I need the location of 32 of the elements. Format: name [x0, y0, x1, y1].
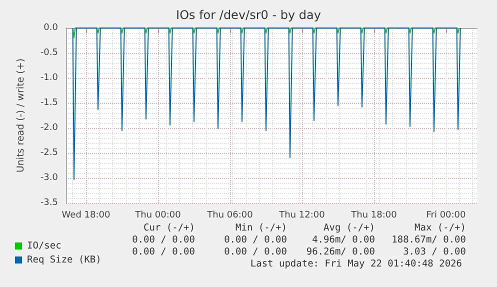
x-tick-label: Wed 18:00: [62, 210, 110, 220]
line-series: [72, 28, 461, 180]
text: Avg (-/+): [324, 222, 375, 234]
text: 4.96m/ 0.00: [312, 234, 376, 246]
text: 0.00 / 0.00: [132, 234, 196, 246]
text: 96.26m/ 0.00: [306, 246, 376, 258]
text: 0.00 / 0.00: [224, 246, 288, 258]
y-tick-label: -1.0: [40, 73, 58, 83]
x-tick-label: Thu 06:00: [206, 210, 254, 220]
chart-title: IOs for /dev/sr0 - by day: [176, 8, 321, 22]
y-tick-label: -0.5: [40, 48, 58, 58]
x-tick-label: Thu 00:00: [134, 210, 182, 220]
x-tick-label: Fri 00:00: [426, 210, 466, 220]
y-tick-label: -2.5: [40, 148, 58, 158]
text: Last update: Fri May 22 01:40:48 2026: [250, 258, 462, 270]
text: 0.00 / 0.00: [132, 246, 196, 258]
text: Max (-/+): [414, 222, 466, 234]
legend-label: IO/sec: [27, 240, 62, 252]
y-tick-label: -3.0: [40, 173, 58, 183]
text: Min (-/+): [236, 222, 287, 234]
text: 3.03 / 0.00: [403, 246, 466, 258]
x-tick-label: Thu 18:00: [350, 210, 398, 220]
y-tick-label: -2.0: [40, 123, 58, 133]
y-tick-label: -1.5: [40, 98, 58, 108]
text: 0.00 / 0.00: [224, 234, 288, 246]
text: 188.67m/ 0.00: [392, 234, 466, 246]
y-axis-title: Units read (-) / write (+): [16, 58, 26, 173]
legend-label: Req Size (KB): [27, 254, 102, 266]
y-tick-label: 0.0: [44, 23, 58, 33]
text: Cur (-/+): [144, 222, 195, 234]
x-tick-label: Thu 12:00: [278, 210, 326, 220]
y-tick-label: -3.5: [40, 198, 58, 208]
